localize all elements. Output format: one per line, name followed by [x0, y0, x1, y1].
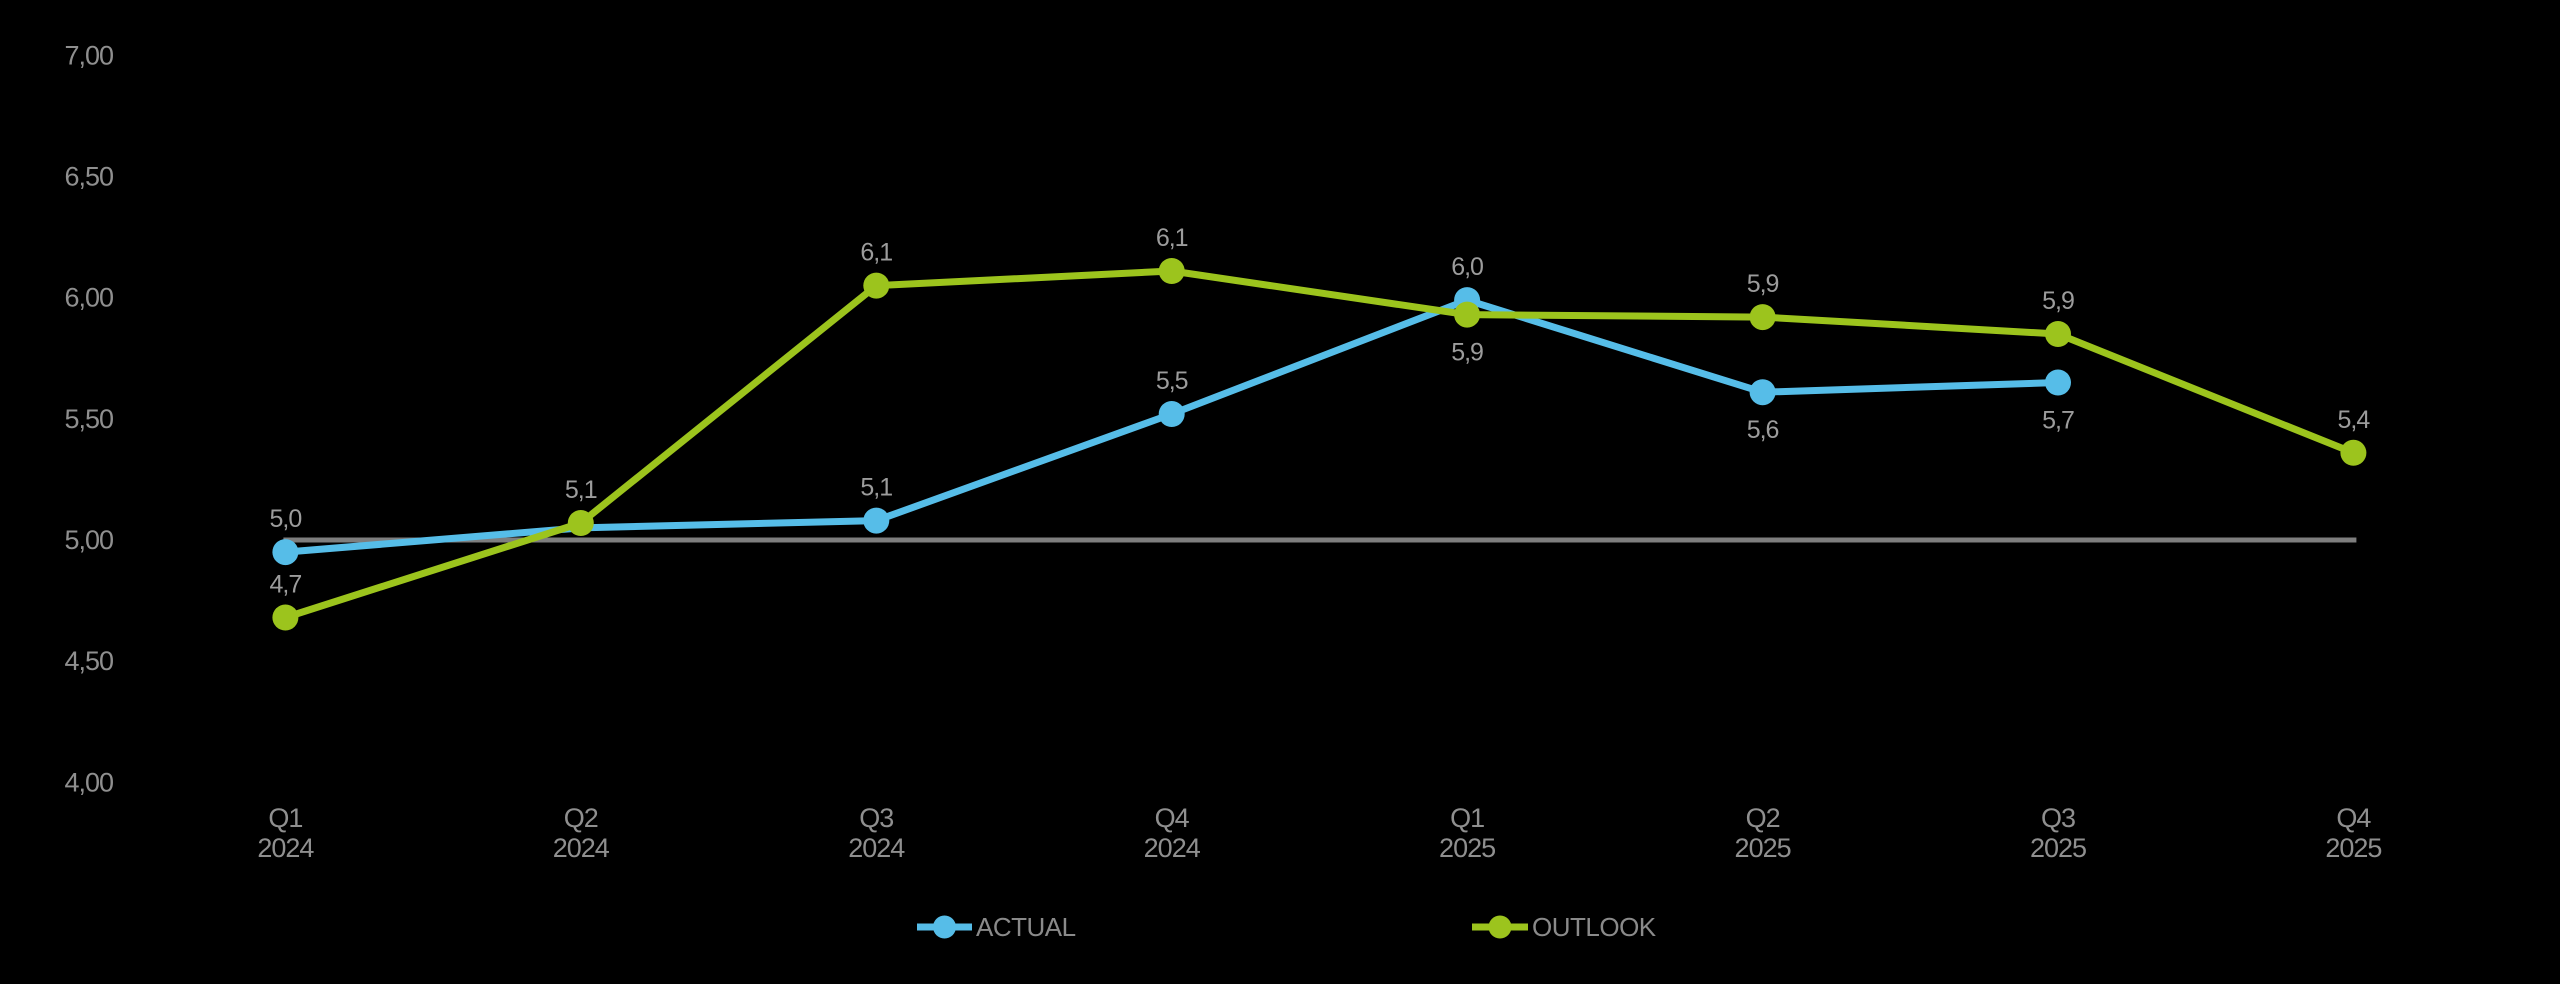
legend-item-label: ACTUAL	[976, 912, 1076, 942]
x-axis-category-year: 2024	[553, 833, 610, 863]
data-label: 6,0	[1451, 253, 1483, 281]
x-axis-category-year: 2024	[848, 833, 905, 863]
data-point-marker	[1454, 301, 1481, 328]
x-axis-category-year: 2024	[1144, 833, 1201, 863]
data-point-marker	[863, 507, 890, 534]
x-axis-category-year: 2025	[1735, 833, 1791, 863]
data-point-marker	[2045, 321, 2071, 347]
x-axis-category-quarter: Q1	[1450, 803, 1484, 833]
x-axis-category-year: 2025	[2030, 833, 2086, 863]
y-axis-tick-label: 4,00	[64, 767, 113, 797]
x-axis: Q12024Q22024Q32024Q42024Q12025Q22025Q320…	[257, 803, 2382, 863]
data-point-marker	[2045, 369, 2071, 396]
x-axis-category-quarter: Q4	[1155, 803, 1190, 833]
data-point-marker	[272, 604, 299, 631]
data-label: 5,0	[270, 505, 302, 533]
y-axis: 7,00 6,50 6,00 5,50 5,00 4,50 4,00	[64, 40, 114, 797]
y-axis-tick-label: 4,50	[64, 646, 113, 676]
legend-item-actual: ACTUAL	[917, 912, 1076, 942]
x-axis-category-quarter: Q2	[564, 803, 598, 833]
data-label: 5,9	[1451, 339, 1483, 367]
x-axis-category-year: 2024	[257, 833, 314, 863]
data-point-marker	[1749, 304, 1776, 331]
x-axis-category-year: 2025	[2325, 833, 2381, 863]
data-label: 5,1	[565, 476, 597, 504]
legend-marker-dot-icon	[1488, 915, 1512, 939]
data-label: 5,9	[2042, 287, 2074, 315]
data-point-marker	[272, 539, 299, 566]
x-axis-category-quarter: Q3	[859, 803, 893, 833]
data-label: 6,1	[860, 239, 892, 267]
data-label: 4,7	[270, 571, 302, 599]
legend-marker-dot-icon	[933, 915, 956, 939]
data-point-marker	[1749, 379, 1776, 406]
series-actual: 5,0 5,1 5,5 6,0 5,6 5,7	[270, 253, 2075, 566]
data-label: 5,1	[860, 474, 892, 502]
legend: ACTUAL OUTLOOK	[917, 912, 1657, 942]
data-point-marker	[1158, 258, 1185, 284]
data-label: 5,5	[1156, 367, 1188, 395]
legend-item-outlook: OUTLOOK	[1472, 912, 1657, 942]
data-label: 5,9	[1747, 270, 1779, 298]
x-axis-category-quarter: Q1	[268, 803, 302, 833]
y-axis-tick-label: 5,50	[64, 404, 113, 434]
data-label: 5,4	[2338, 406, 2371, 434]
data-point-marker	[567, 510, 594, 536]
x-axis-category-year: 2025	[1439, 833, 1495, 863]
y-axis-tick-label: 6,50	[64, 162, 113, 192]
x-axis-category-quarter: Q3	[2041, 803, 2075, 833]
series-outlook: 4,7 5,1 6,1 6,1 5,9 5,9 5,9 5,4	[270, 224, 2371, 631]
series-line-outlook	[281, 267, 2357, 621]
data-label: 5,7	[2042, 407, 2074, 435]
legend-item-label: OUTLOOK	[1532, 912, 1657, 942]
data-point-marker	[863, 272, 890, 299]
y-axis-tick-label: 7,00	[64, 40, 113, 70]
data-point-marker	[1158, 401, 1185, 427]
x-axis-category-quarter: Q4	[2336, 803, 2371, 833]
data-point-marker	[2340, 439, 2367, 466]
y-axis-tick-label: 6,00	[64, 283, 113, 313]
data-label: 5,6	[1747, 416, 1779, 444]
y-axis-tick-label: 5,00	[64, 525, 113, 555]
x-axis-category-quarter: Q2	[1746, 803, 1780, 833]
data-label: 6,1	[1156, 224, 1188, 252]
